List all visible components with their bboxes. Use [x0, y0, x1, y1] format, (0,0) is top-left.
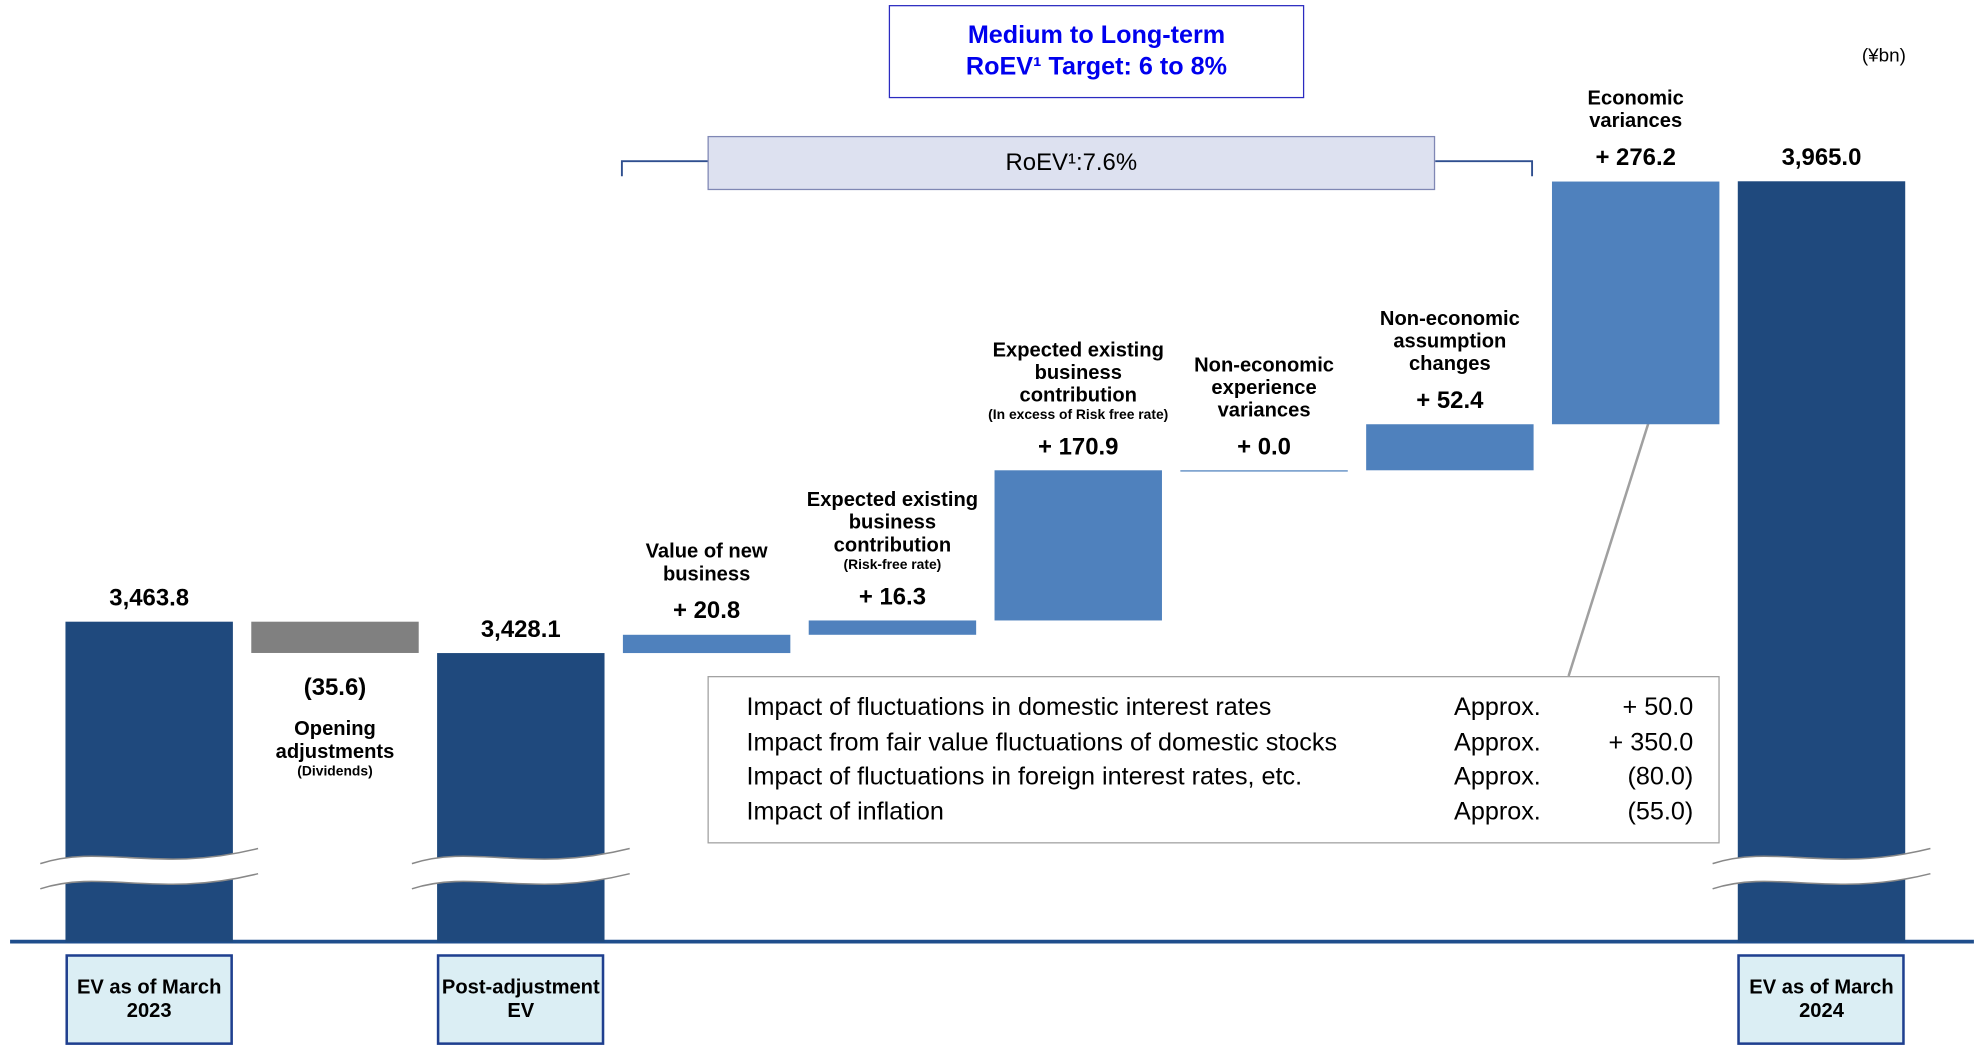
- category-text: Economic variances: [1587, 88, 1684, 133]
- breakdown-value: + 350.0: [1608, 728, 1694, 756]
- roev-box: RoEV¹:7.6%: [707, 135, 1436, 191]
- category-label: Value of new business: [616, 542, 797, 587]
- unit-label: (¥bn): [1861, 45, 1906, 67]
- category-label: Economic variances: [1545, 88, 1726, 133]
- bar: [1366, 424, 1534, 471]
- bar: [1737, 181, 1906, 942]
- category-label: Expected existing business contribution(…: [988, 339, 1169, 422]
- category-text: Value of new business: [645, 541, 768, 586]
- value-label: + 0.0: [1237, 433, 1291, 461]
- value-label: 3,463.8: [109, 585, 190, 612]
- breakdown-value: (55.0): [1627, 797, 1694, 826]
- bar: [1180, 470, 1348, 472]
- breakdown-row: Impact of fluctuations in foreign intere…: [709, 763, 1719, 798]
- breakdown-box: Impact of fluctuations in domestic inter…: [707, 676, 1720, 844]
- axis-break-line: [40, 872, 259, 890]
- category-text: Non-economic assumption changes: [1379, 308, 1520, 376]
- value-label: 3,965.0: [1781, 144, 1862, 172]
- category-text: EV as of March 2024: [1749, 976, 1894, 1023]
- target-box: Medium to Long-term RoEV¹ Target: 6 to 8…: [888, 5, 1305, 99]
- value-label: (35.6): [303, 674, 367, 701]
- value-label: + 16.3: [858, 583, 926, 611]
- bar: [65, 621, 233, 942]
- breakdown-row: Impact from fair value fluctuations of d…: [709, 728, 1719, 763]
- category-label: Opening adjustments (Dividends): [244, 718, 425, 778]
- breakdown-item: Impact of fluctuations in domestic inter…: [746, 693, 1272, 722]
- category-label: Expected existing business contribution(…: [802, 490, 983, 573]
- breakdown-item: Impact of inflation: [746, 797, 944, 826]
- category-note: (Risk-free rate): [843, 557, 942, 573]
- bar: [437, 653, 605, 942]
- axis-break-line: [40, 847, 259, 865]
- breakdown-item: Impact from fair value fluctuations of d…: [746, 728, 1338, 756]
- bar: [251, 621, 419, 653]
- axis-break: [411, 848, 630, 889]
- value-label: + 20.8: [673, 598, 741, 625]
- value-label: 3,428.1: [480, 616, 561, 643]
- category-note: (In excess of Risk free rate): [988, 407, 1169, 423]
- breakdown-item: Impact of fluctuations in foreign intere…: [746, 762, 1303, 791]
- category-label: Non-economic assumption changes: [1359, 308, 1540, 376]
- bar: [808, 620, 977, 635]
- category-box: EV as of March 2024: [1737, 954, 1906, 1045]
- roev-bracket: [620, 160, 1534, 177]
- category-label: Non-economic experience variances: [1173, 354, 1354, 422]
- axis-break-line: [411, 872, 630, 890]
- category-box: EV as of March 2023: [65, 954, 233, 1045]
- axis-break: [40, 848, 259, 889]
- category-box: Post-adjustment EV: [437, 954, 605, 1045]
- axis-break-line: [1712, 847, 1931, 865]
- breakdown-approx: Approx.: [1454, 797, 1541, 826]
- category-text: Expected existing business contribution: [992, 339, 1164, 407]
- axis-break: [1712, 848, 1931, 889]
- breakdown-row: Impact of inflation Approx. (55.0): [709, 798, 1719, 833]
- breakdown-value: (80.0): [1627, 762, 1694, 791]
- breakdown-approx: Approx.: [1454, 693, 1541, 722]
- category-text: Expected existing business contribution: [806, 489, 979, 557]
- category-text: Post-adjustment EV: [441, 976, 600, 1023]
- axis-break-line: [411, 847, 630, 865]
- bar: [1551, 181, 1720, 425]
- category-note: (Dividends): [297, 763, 373, 779]
- breakdown-approx: Approx.: [1454, 728, 1541, 756]
- bar: [622, 634, 791, 654]
- category-text: Opening adjustments: [275, 718, 395, 763]
- category-text: Non-economic experience variances: [1194, 354, 1335, 422]
- value-label: + 170.9: [1038, 433, 1119, 461]
- bar: [994, 470, 1162, 621]
- breakdown-value: + 50.0: [1622, 693, 1694, 722]
- breakdown-approx: Approx.: [1454, 762, 1541, 791]
- category-text: EV as of March 2023: [76, 976, 222, 1023]
- axis-break-line: [1712, 872, 1931, 890]
- value-label: + 52.4: [1416, 387, 1484, 415]
- breakdown-row: Impact of fluctuations in domestic inter…: [709, 694, 1719, 729]
- value-label: + 276.2: [1595, 145, 1676, 172]
